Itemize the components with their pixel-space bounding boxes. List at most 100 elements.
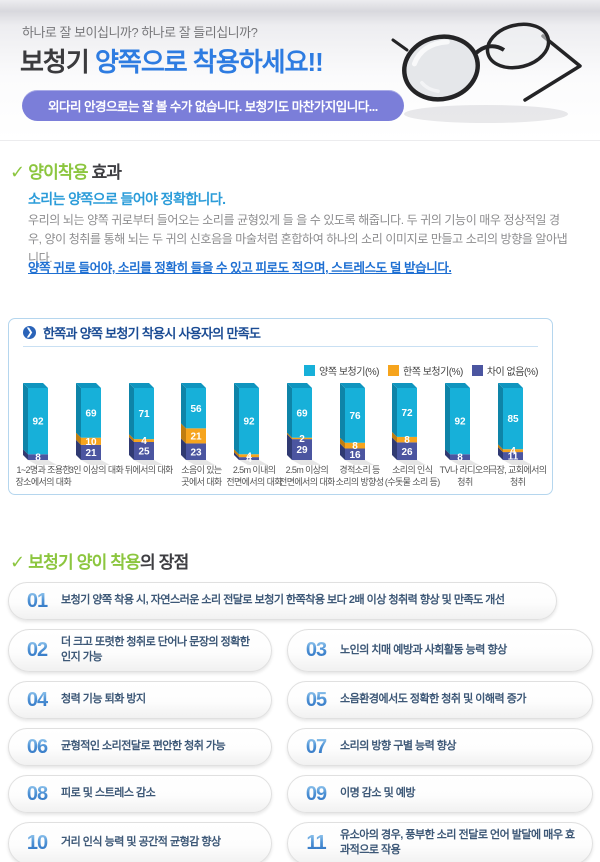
benefit-item-03: 03 노인의 치매 예방과 사회활동 능력 향상 <box>287 629 593 672</box>
check-icon: ✓ <box>10 552 25 572</box>
benefit-number: 10 <box>23 833 51 853</box>
benefit-text: 소음환경에서도 정확한 청취 및 이해력 증가 <box>340 693 526 706</box>
bar-column: 21 10 69 3인 이상의 대화 <box>69 383 124 488</box>
chart-title-row: ❯ 한쪽과 양쪽 보청기 착용시 사용자의 만족도 <box>23 319 538 347</box>
svg-text:69: 69 <box>85 408 97 419</box>
benefit-text: 이명 감소 및 예방 <box>340 787 416 800</box>
effect-subtitle: 소리는 양쪽으로 들어야 정확합니다. <box>28 191 226 207</box>
benefit-text: 유소아의 경우, 풍부한 소리 전달로 언어 발달에 매우 효과적으로 작용 <box>340 828 575 857</box>
chart-title: 한쪽과 양쪽 보청기 착용시 사용자의 만족도 <box>43 326 261 341</box>
svg-text:25: 25 <box>138 447 150 458</box>
svg-text:69: 69 <box>296 408 308 419</box>
chart-legend: 양쪽 보청기(%) 한쪽 보청기(%) 차이 없음(%) <box>304 363 539 378</box>
chart-bullet-icon: ❯ <box>23 326 36 339</box>
benefit-text: 거리 인식 능력 및 공간적 균형감 향상 <box>61 836 221 849</box>
bar-category-label: TV나 라디오의 청취 <box>439 465 491 487</box>
benefit-item-09: 09 이명 감소 및 예방 <box>287 774 593 813</box>
svg-text:85: 85 <box>507 414 519 425</box>
legend-swatch <box>471 365 483 376</box>
page-title-blue: 양쪽으로 착용하세요!! <box>88 47 324 77</box>
benefit-item-10: 10 거리 인식 능력 및 공간적 균형감 향상 <box>8 821 272 862</box>
benefit-item-01: 01 보청기 양쪽 착용 시, 자연스러운 소리 전달로 보청기 한쪽착용 보다 … <box>8 582 557 620</box>
bar-category-label: 1~2명과 조용한 장소에서의 대화 <box>15 465 72 487</box>
bar-column: 26 8 72 소리의 인식 (수돗물 소리 등) <box>385 383 440 488</box>
svg-text:23: 23 <box>191 447 203 458</box>
benefit-number: 01 <box>23 591 51 611</box>
legend-label: 한쪽 보청기(%) <box>403 367 463 378</box>
benefit-number: 02 <box>23 640 51 660</box>
svg-text:8: 8 <box>352 441 358 452</box>
glasses-image <box>391 22 582 123</box>
svg-text:21: 21 <box>191 431 203 442</box>
bar-category-label: 극장, 교회에서의 청취 <box>488 465 547 487</box>
benefit-text: 피로 및 스트레스 감소 <box>61 787 156 800</box>
legend-label: 양쪽 보청기(%) <box>319 367 380 378</box>
svg-text:8: 8 <box>36 453 42 464</box>
bar-column: 8 92 TV나 라디오의 청취 <box>439 383 492 488</box>
legend-swatch <box>304 365 316 376</box>
effect-emphasis-text: 양쪽 귀로 들어야, 소리를 정확히 들을 수 있고 피로도 적으며, 스트레스… <box>28 261 452 275</box>
svg-text:26: 26 <box>402 447 414 458</box>
svg-text:4: 4 <box>246 454 252 465</box>
benefit-item-07: 07 소리의 방향 구별 능력 향상 <box>287 727 593 766</box>
bar-column: 29 2 69 2.5m 이상의 전면에서의 대화 <box>279 383 335 488</box>
bar-3d: 8 92 <box>23 383 58 465</box>
svg-text:10: 10 <box>85 437 97 448</box>
page-title-dark: 보청기 <box>20 47 90 77</box>
check-icon: ✓ <box>10 162 25 182</box>
svg-text:11: 11 <box>507 452 518 463</box>
section-effect-heading-dark: 효과 <box>87 163 122 182</box>
svg-text:71: 71 <box>138 409 150 420</box>
legend-item: 차이 없음(%) <box>471 363 539 378</box>
bar-category-label: 2.5m 이내의 전면에서의 대화 <box>226 465 282 487</box>
header-banner: 하나로 잘 보이십니까? 하나로 잘 들리십니까? 보청기 양쪽으로 착용하세요… <box>0 0 600 141</box>
bar-category-label: 소음이 있는 곳에서 대화 <box>181 465 222 487</box>
header-banner-pill: 외다리 안경으로는 잘 볼 수가 없습니다. 보청기도 마찬가지입니다... <box>22 90 404 121</box>
bar-3d: 8 92 <box>444 383 479 465</box>
section-benefit-heading: ✓ 보청기 양이 착용의 장점 <box>10 548 189 573</box>
svg-text:76: 76 <box>349 411 361 422</box>
bar-category-label: 3인 이상의 대화 <box>68 465 124 475</box>
benefit-number: 11 <box>302 833 330 853</box>
benefit-number: 05 <box>302 690 330 710</box>
svg-text:29: 29 <box>296 445 308 456</box>
benefit-list: 01 보청기 양쪽 착용 시, 자연스러운 소리 전달로 보청기 한쪽착용 보다 … <box>8 582 593 862</box>
benefit-number: 06 <box>23 737 51 757</box>
bar-column: 25 4 71 뒤에서의 대화 <box>122 383 175 488</box>
bar-column: 4 4 92 2.5m 이내의 전면에서의 대화 <box>226 383 283 488</box>
section-effect-heading-green: 양이착용 <box>28 163 88 182</box>
svg-text:92: 92 <box>33 417 45 428</box>
bar-column: 23 21 56 소음이 있는 곳에서 대화 <box>175 383 228 488</box>
svg-text:2: 2 <box>299 434 305 445</box>
section-effect-heading: ✓ 양이착용 효과 <box>10 158 122 183</box>
benefit-item-04: 04 청력 기능 퇴화 방지 <box>8 680 272 719</box>
benefit-number: 08 <box>23 784 51 804</box>
benefit-text: 청력 기능 퇴화 방지 <box>61 693 146 706</box>
bar-column: 11 4 85 극장, 교회에서의 청취 <box>489 383 547 488</box>
legend-item: 양쪽 보청기(%) <box>304 363 380 378</box>
bar-column: 8 92 1~2명과 조용한 장소에서의 대화 <box>16 383 72 488</box>
svg-text:4: 4 <box>246 451 252 462</box>
bar-category-label: 2.5m 이상의 전면에서의 대화 <box>279 465 335 487</box>
bar-3d: 114 85 <box>497 383 532 465</box>
svg-text:72: 72 <box>402 408 414 419</box>
bar-category-label: 경적소리 등 소리의 방향성 <box>335 465 385 487</box>
effect-body-text: 우리의 뇌는 양쪽 귀로부터 들어오는 소리를 균형있게 들 을 수 있도록 해… <box>28 213 568 266</box>
benefit-number: 03 <box>302 640 330 660</box>
bar-3d: 168 76 <box>339 383 374 465</box>
bar-column: 16 8 76 경적소리 등 소리의 방향성 <box>333 383 386 488</box>
page-title: 보청기 양쪽으로 착용하세요!! <box>20 42 324 79</box>
svg-text:92: 92 <box>454 417 466 428</box>
benefit-text: 더 크고 또렷한 청취로 단어나 문장의 정확한 인지 가능 <box>61 636 250 664</box>
benefit-item-05: 05 소음환경에서도 정확한 청취 및 이해력 증가 <box>287 680 593 719</box>
svg-text:56: 56 <box>191 404 203 415</box>
header-tagline: 하나로 잘 보이십니까? 하나로 잘 들리십니까? <box>22 25 258 40</box>
legend-swatch <box>388 365 400 376</box>
svg-text:21: 21 <box>85 448 97 459</box>
svg-text:4: 4 <box>141 436 147 447</box>
svg-text:8: 8 <box>457 453 463 464</box>
benefit-number: 04 <box>23 690 51 710</box>
bar-category-label: 뒤에서의 대화 <box>124 465 174 475</box>
